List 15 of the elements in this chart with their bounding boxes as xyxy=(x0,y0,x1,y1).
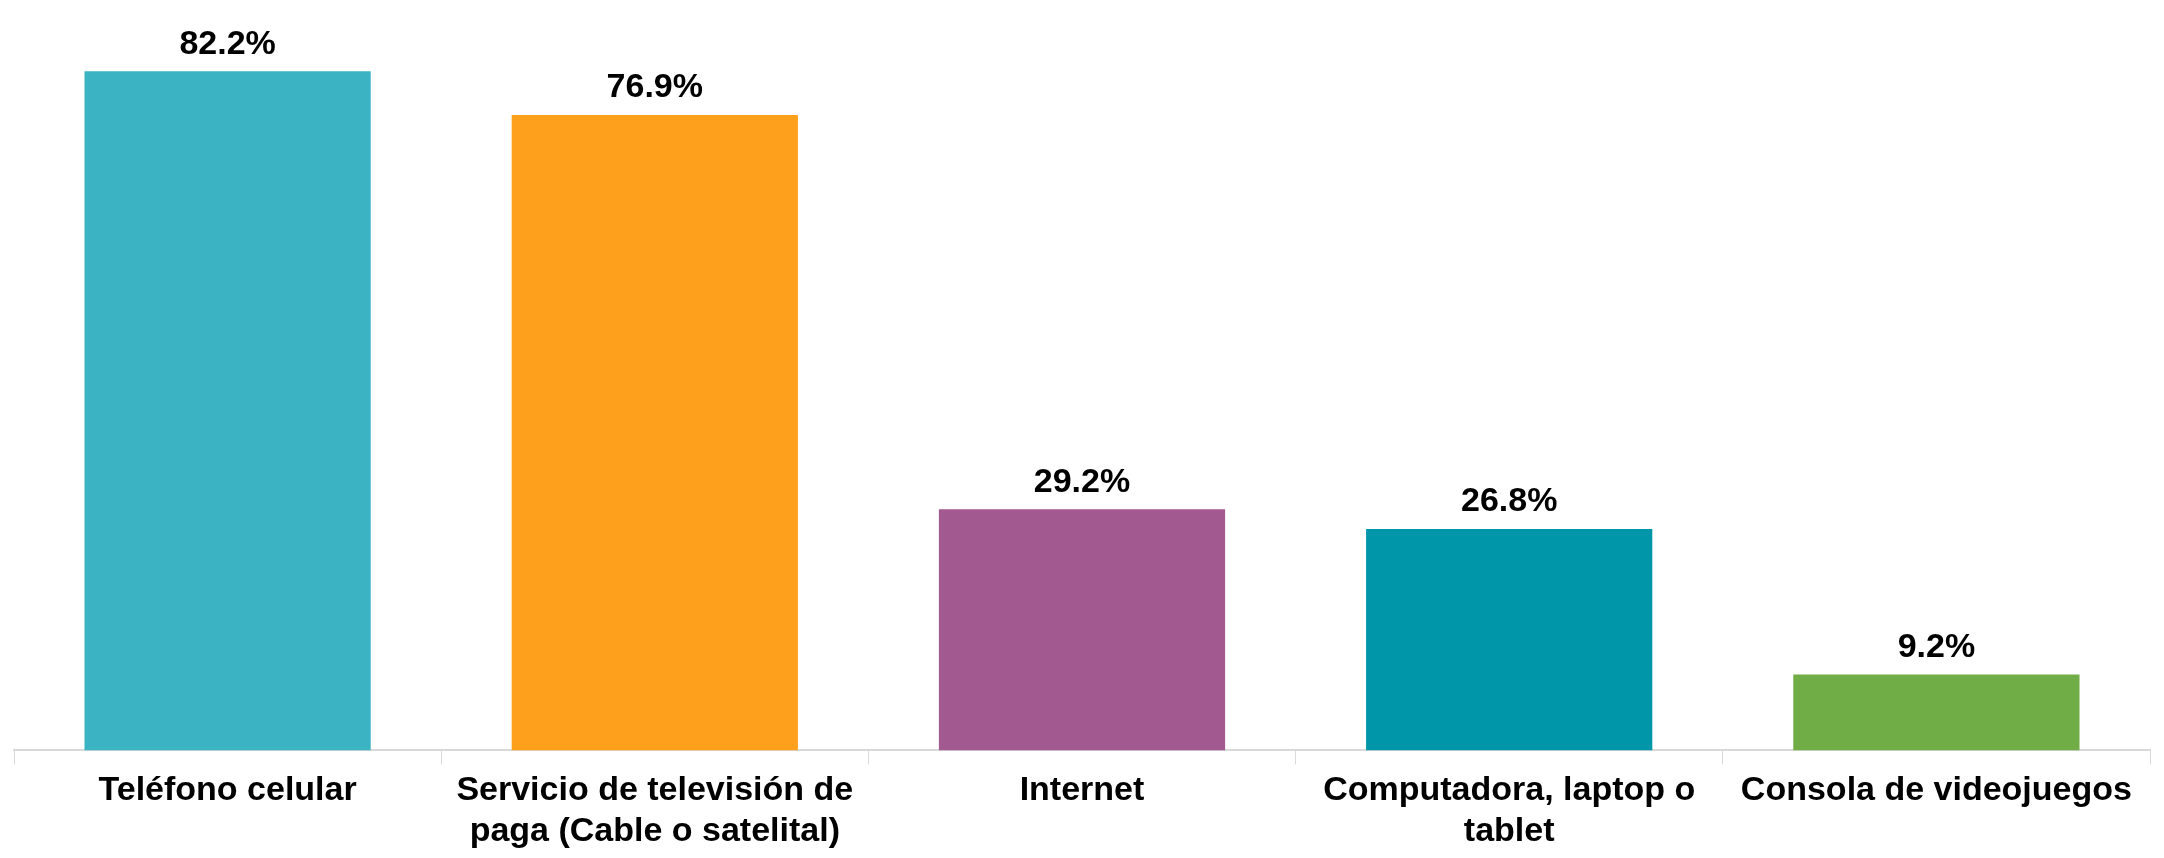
bar xyxy=(938,509,1226,751)
data-label: 9.2% xyxy=(1897,625,1976,664)
data-label: 82.2% xyxy=(179,22,276,61)
x-tick-label: Servicio de televisión de paga (Cable o satelital) xyxy=(456,769,854,848)
x-tick-label: Teléfono celular xyxy=(98,769,357,808)
bar xyxy=(1366,528,1653,751)
data-label: 26.8% xyxy=(1461,480,1558,519)
bar xyxy=(1793,674,2080,751)
x-tick-label: Consola de videojuegos xyxy=(1740,769,2132,808)
data-label: 76.9% xyxy=(606,66,703,105)
bar xyxy=(84,71,371,751)
bar xyxy=(511,115,798,751)
x-tick-label: Internet xyxy=(1019,769,1145,808)
x-tick-label: Computadora, laptop o tablet xyxy=(1323,769,1696,848)
data-label: 29.2% xyxy=(1033,460,1131,499)
